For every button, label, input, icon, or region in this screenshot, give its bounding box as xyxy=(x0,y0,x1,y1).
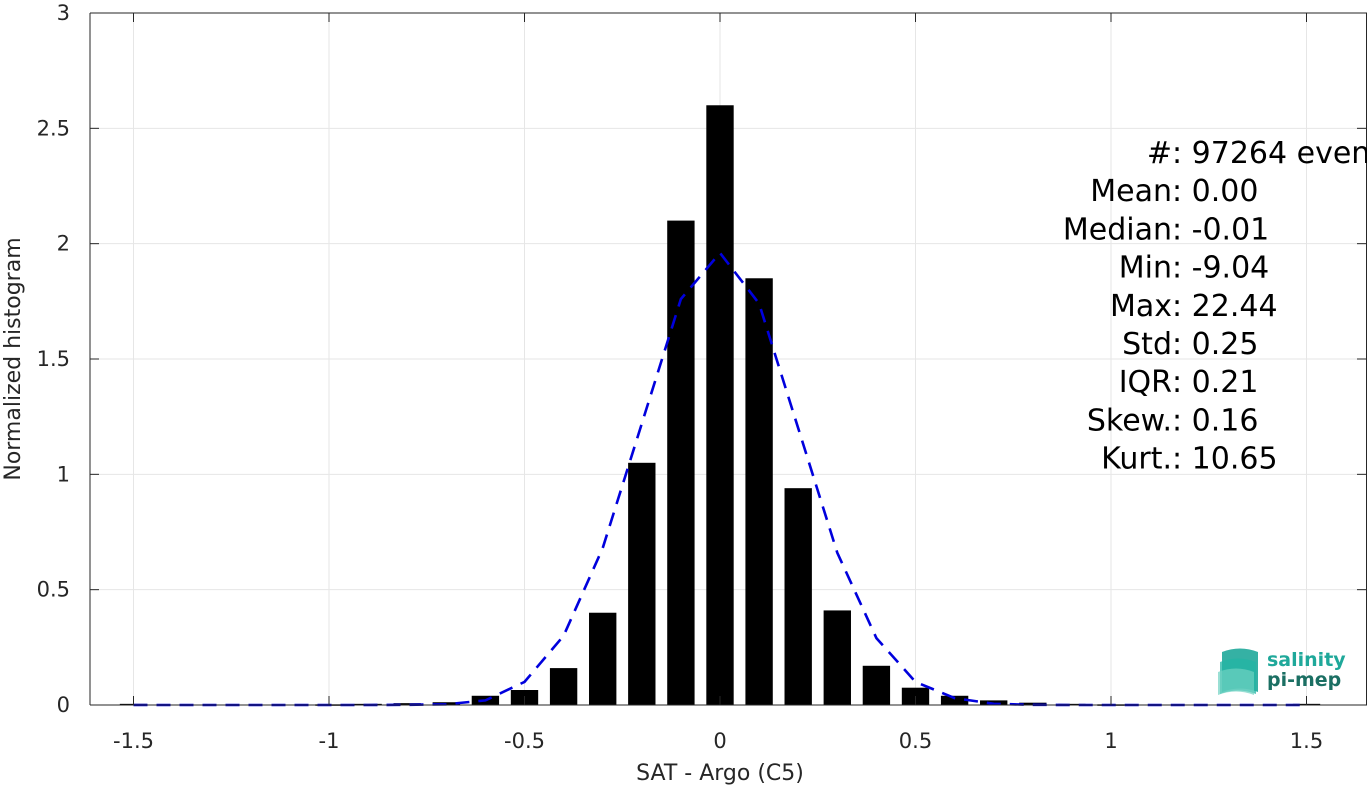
y-axis-title: Normalized histogram xyxy=(1,237,26,480)
svg-text:salinity: salinity xyxy=(1267,649,1346,671)
y-tick-label: 2 xyxy=(57,232,70,256)
stat-label: IQR xyxy=(1119,365,1172,400)
x-tick-label: 1.5 xyxy=(1290,729,1323,753)
stat-label: Std xyxy=(1122,327,1172,362)
stat-line: Min : -9.04 xyxy=(1119,251,1270,286)
y-tick-label: 0 xyxy=(57,693,70,717)
x-tick-label: 0.5 xyxy=(899,729,932,753)
waves-icon xyxy=(1218,648,1258,695)
stat-line: Kurt. : 10.65 xyxy=(1101,442,1277,477)
stat-line: # : 97264 events xyxy=(1147,136,1367,171)
histogram-bar xyxy=(393,703,421,705)
x-axis-ticks: -1.5 -1 -0.5 0 0.5 1 1.5 xyxy=(113,13,1323,753)
stat-label: Kurt. xyxy=(1101,442,1172,477)
stat-label: # xyxy=(1147,136,1172,171)
stat-value: : 0.25 xyxy=(1172,327,1258,362)
stat-label: Min xyxy=(1119,251,1172,286)
x-tick-label: -1 xyxy=(319,729,340,753)
histogram-bars xyxy=(119,105,1321,706)
histogram-bar xyxy=(589,612,617,705)
y-tick-label: 2.5 xyxy=(37,116,70,140)
histogram-bar xyxy=(940,695,969,705)
stat-label: Median xyxy=(1063,212,1172,247)
stat-value: : 0.21 xyxy=(1172,365,1258,400)
histogram-bar xyxy=(628,462,656,705)
histogram-bar xyxy=(706,105,734,706)
histogram-bar xyxy=(549,668,578,705)
histogram-bar xyxy=(667,220,695,705)
y-tick-label: 0.5 xyxy=(37,578,70,602)
stat-value: : -0.01 xyxy=(1172,212,1269,247)
stat-line: Std : 0.25 xyxy=(1122,327,1258,362)
stat-value: : -9.04 xyxy=(1172,251,1269,286)
x-tick-label: 0 xyxy=(713,729,726,753)
stat-line: Mean : 0.00 xyxy=(1090,174,1258,209)
stat-label: Max xyxy=(1110,289,1172,324)
stat-value: : 0.00 xyxy=(1172,174,1258,209)
stat-label: Mean xyxy=(1090,174,1172,209)
x-axis-title: SAT - Argo (C5) xyxy=(636,761,804,786)
stat-line: Max : 22.44 xyxy=(1110,289,1278,324)
stat-value: : 10.65 xyxy=(1172,442,1278,477)
stat-value: : 22.44 xyxy=(1172,289,1278,324)
stat-line: IQR : 0.21 xyxy=(1119,365,1259,400)
histogram-bar xyxy=(823,610,851,705)
stat-value: : 0.16 xyxy=(1172,403,1258,438)
stat-line: Skew. : 0.16 xyxy=(1087,403,1259,438)
y-tick-label: 3 xyxy=(57,1,70,25)
stat-label: Skew. xyxy=(1087,403,1172,438)
histogram-bar xyxy=(862,665,891,705)
stat-value: : 97264 events xyxy=(1172,136,1367,171)
histogram-bar xyxy=(784,488,812,705)
y-tick-label: 1.5 xyxy=(37,347,70,371)
y-tick-label: 1 xyxy=(57,462,70,486)
y-axis-ticks: 0 0.5 1 1.5 2 2.5 3 xyxy=(37,1,1366,717)
x-tick-label: 1 xyxy=(1104,729,1117,753)
x-tick-label: -0.5 xyxy=(504,729,545,753)
salinity-pi-mep-logo: salinity pi-mep xyxy=(1218,648,1346,695)
histogram-bar xyxy=(745,278,773,705)
svg-text:pi-mep: pi-mep xyxy=(1267,669,1341,691)
stat-line: Median : -0.01 xyxy=(1063,212,1269,247)
x-tick-label: -1.5 xyxy=(113,729,154,753)
